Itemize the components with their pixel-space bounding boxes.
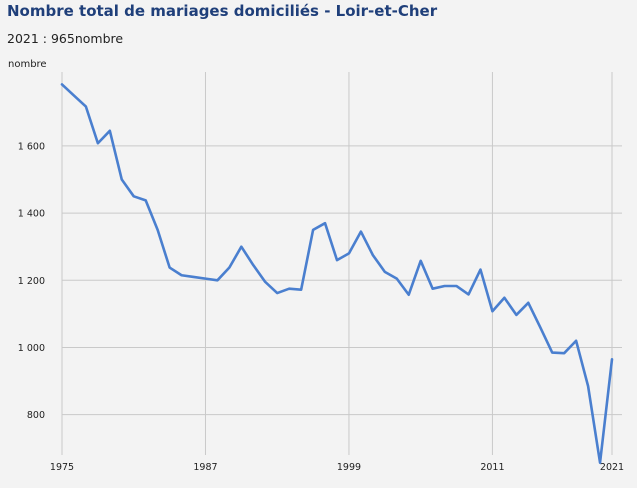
y-axis-label: nombre: [8, 59, 47, 70]
y-tick-label: 1 600: [18, 141, 45, 152]
x-tick-label: 1999: [337, 462, 361, 473]
x-tick-label: 2011: [480, 462, 504, 473]
x-tick-label: 2021: [600, 462, 624, 473]
y-axis-ticks: 800 1 000 1 200 1 400 1 600: [18, 141, 45, 421]
x-axis-ticks: 1975 1987 1999 2011 2021: [50, 462, 624, 473]
chart-subtitle: 2021 : 965nombre: [7, 31, 124, 46]
x-tick-label: 1987: [193, 462, 217, 473]
y-tick-label: 1 000: [18, 343, 45, 354]
grid-lines: [61, 72, 622, 455]
chart-title: Nombre total de mariages domiciliés - Lo…: [7, 2, 438, 20]
y-tick-label: 1 400: [18, 209, 45, 220]
y-tick-label: 800: [27, 410, 45, 421]
series-group: [60, 83, 614, 465]
series-line: [60, 83, 614, 465]
y-tick-label: 1 200: [18, 276, 45, 287]
x-tick-label: 1975: [50, 462, 74, 473]
